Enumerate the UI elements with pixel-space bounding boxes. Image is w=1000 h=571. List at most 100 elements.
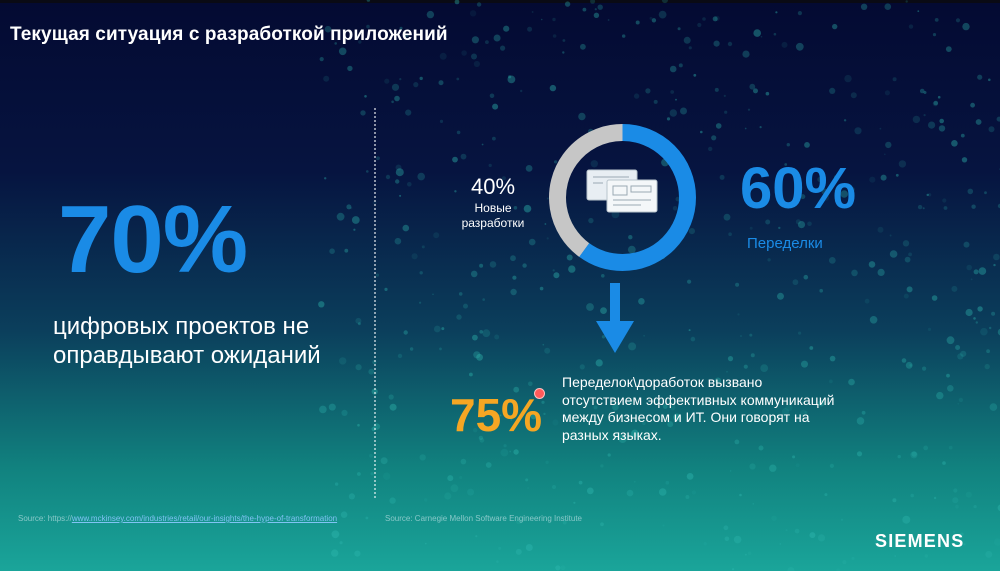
particle-dot <box>749 333 753 337</box>
particle-dot <box>482 329 491 338</box>
particle-dot <box>510 255 516 262</box>
particle-dot <box>933 496 937 500</box>
rework-percent: 60% <box>740 156 857 221</box>
particle-dot <box>922 207 925 210</box>
particle-dot <box>984 191 987 195</box>
particle-dot <box>750 353 755 358</box>
particle-dot <box>454 190 457 193</box>
particle-dot <box>970 102 975 108</box>
particle-dot <box>419 454 426 461</box>
particle-dot <box>683 398 686 400</box>
particle-dot <box>541 400 545 404</box>
source-left: Source: https://www.mckinsey.com/industr… <box>18 514 337 523</box>
particle-dot <box>601 274 605 278</box>
particle-dot <box>745 553 747 556</box>
particle-dot <box>552 34 557 38</box>
particle-dot <box>399 26 403 30</box>
particle-dot <box>946 373 950 378</box>
particle-dot <box>339 541 343 545</box>
particle-dot <box>670 90 675 94</box>
particle-dot <box>482 298 486 301</box>
particle-dot <box>655 432 660 437</box>
particle-dot <box>737 313 740 316</box>
particle-dot <box>807 221 812 227</box>
particle-dot <box>389 403 397 411</box>
particle-dot <box>892 498 897 503</box>
particle-dot <box>375 273 379 277</box>
particle-dot <box>426 10 435 19</box>
particle-dot <box>938 125 946 132</box>
particle-dot <box>324 25 332 33</box>
particle-dot <box>586 487 594 495</box>
particle-dot <box>851 556 855 560</box>
particle-dot <box>409 347 414 351</box>
particle-dot <box>376 156 380 161</box>
particle-dot <box>562 39 566 42</box>
particle-dot <box>459 475 463 480</box>
particle-dot <box>405 109 412 116</box>
particle-dot <box>473 60 480 68</box>
particle-dot <box>844 74 852 83</box>
particle-dot <box>724 110 728 114</box>
particle-dot <box>884 90 891 96</box>
particle-dot <box>385 174 391 180</box>
particle-dot <box>856 451 863 457</box>
particle-dot <box>714 15 720 21</box>
particle-dot <box>928 121 936 129</box>
particle-dot <box>471 53 477 60</box>
particle-dot <box>785 404 793 412</box>
particle-dot <box>540 18 543 21</box>
particle-dot <box>798 331 802 335</box>
particle-dot <box>663 404 668 409</box>
particle-dot <box>633 93 640 99</box>
particle-dot <box>669 404 676 411</box>
particle-dot <box>781 41 788 48</box>
particle-dot <box>384 78 390 84</box>
particle-dot <box>552 269 555 272</box>
particle-dot <box>749 83 756 90</box>
particle-dot <box>727 356 734 362</box>
particle-dot <box>765 91 770 96</box>
particle-dot <box>773 32 777 36</box>
particle-dot <box>728 232 732 236</box>
particle-dot <box>712 16 718 22</box>
particle-dot <box>861 410 866 415</box>
particle-dot <box>933 100 939 106</box>
particle-dot <box>919 88 925 94</box>
particle-dot <box>874 538 879 543</box>
particle-dot <box>485 462 492 468</box>
particle-dot <box>942 461 946 465</box>
particle-dot <box>475 535 478 538</box>
particle-dot <box>809 532 816 539</box>
particle-dot <box>860 3 868 10</box>
particle-dot <box>795 219 801 225</box>
particle-dot <box>795 463 800 468</box>
particle-dot <box>544 223 547 225</box>
particle-dot <box>399 194 402 197</box>
particle-dot <box>441 327 445 331</box>
particle-dot <box>669 65 677 73</box>
particle-dot <box>358 322 361 326</box>
particle-dot <box>607 453 611 457</box>
source-left-link[interactable]: www.mckinsey.com/industries/retail/our-i… <box>71 514 338 523</box>
particle-dot <box>658 488 667 496</box>
particle-dot <box>884 153 886 156</box>
particle-dot <box>686 473 694 480</box>
particle-dot <box>894 555 897 557</box>
particle-dot <box>388 394 394 400</box>
particle-dot <box>498 546 502 550</box>
particle-dot <box>628 235 633 240</box>
particle-dot <box>479 263 484 268</box>
particle-dot <box>895 173 899 177</box>
particle-dot <box>923 445 929 451</box>
particle-dot <box>562 51 565 54</box>
particle-dot <box>957 353 964 360</box>
particle-dot <box>470 270 478 278</box>
particle-dot <box>797 221 806 229</box>
particle-dot <box>688 46 692 50</box>
particle-dot <box>364 95 367 98</box>
particle-dot <box>877 226 884 233</box>
particle-dot <box>769 464 777 472</box>
particle-dot <box>779 543 782 545</box>
particle-dot <box>892 77 897 82</box>
